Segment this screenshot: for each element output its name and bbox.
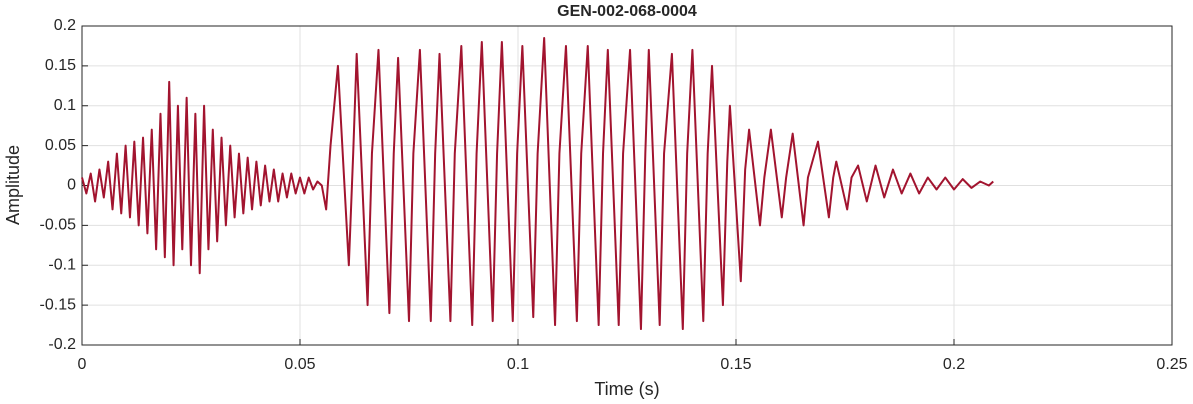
chart-title: GEN-002-068-0004 <box>557 3 697 20</box>
x-tick-label: 0 <box>78 356 87 373</box>
waveform-line <box>81 36 994 331</box>
y-tick-label: 0.2 <box>54 17 76 34</box>
plot-frame <box>81 25 1173 346</box>
y-tick-label: 0.1 <box>54 97 76 114</box>
x-tick-label: 0.2 <box>943 356 965 373</box>
y-tick-label: -0.15 <box>40 296 77 313</box>
y-tick-label: 0.15 <box>45 57 76 74</box>
x-tick-label: 0.25 <box>1156 356 1187 373</box>
y-tick-label: 0.05 <box>45 137 76 154</box>
y-tick-label: -0.1 <box>48 256 76 273</box>
x-tick-label: 0.15 <box>720 356 751 373</box>
y-tick-label: 0 <box>67 177 76 194</box>
y-tick-label: -0.05 <box>40 217 77 234</box>
x-tick-label: 0.05 <box>284 356 315 373</box>
x-axis-label: Time (s) <box>594 379 659 399</box>
y-axis-label: Amplitude <box>3 145 23 225</box>
x-tick-label: 0.1 <box>507 356 529 373</box>
y-tick-label: -0.2 <box>48 336 76 353</box>
